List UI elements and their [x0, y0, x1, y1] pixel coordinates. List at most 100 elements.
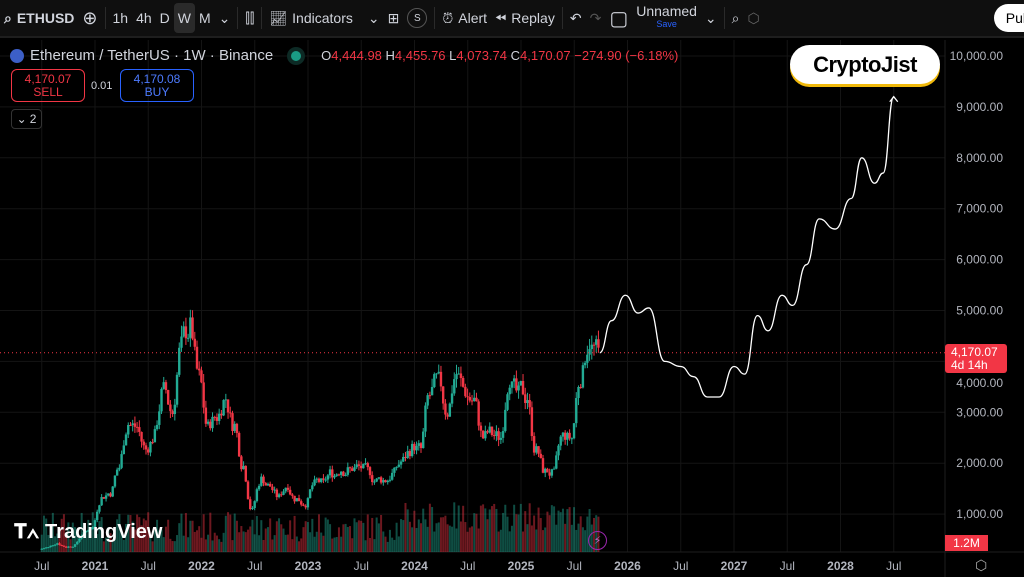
volume-bar	[42, 515, 45, 552]
candle-body	[315, 478, 318, 480]
chevron-down-icon[interactable]: ⌄	[704, 9, 717, 26]
candles-icon[interactable]: ⫿⫿	[245, 9, 255, 26]
candle-body	[335, 474, 338, 476]
timeframe-d[interactable]: D	[159, 10, 170, 26]
candle-body	[104, 495, 108, 499]
candle-body	[504, 409, 507, 432]
lightning-icon[interactable]: ⚡︎	[588, 531, 607, 550]
candle-body	[515, 378, 518, 391]
candle-body	[324, 479, 327, 481]
top-toolbar: ⌕ ETHUSD ⊕ 1h 4h D W M ⌄ ⫿⫿ 📈︎ Indicators ⌄…	[0, 0, 1024, 38]
save-link[interactable]: Save	[656, 19, 677, 29]
timeframe-4h[interactable]: 4h	[136, 10, 152, 26]
volume-bar	[386, 541, 389, 552]
volume-bar	[269, 518, 272, 552]
volume-bar	[473, 513, 476, 552]
candle-body	[570, 438, 574, 440]
volume-bar	[315, 531, 318, 552]
volume-bar	[550, 505, 553, 552]
volume-bar	[564, 523, 567, 552]
candle-body	[293, 495, 296, 502]
sell-button[interactable]: 4,170.07 SELL	[11, 69, 85, 102]
collapse-indicators-button[interactable]: ⌄ 2	[11, 109, 42, 129]
candle-body	[368, 467, 372, 476]
symbol-search[interactable]: ⌕ ETHUSD	[0, 3, 78, 33]
candle-body	[189, 317, 192, 338]
replay-button[interactable]: ⏪︎ Replay	[491, 3, 559, 33]
candle-body	[264, 483, 267, 486]
chevron-down-icon[interactable]: ⌄	[218, 9, 231, 26]
timeframe-w[interactable]: W	[173, 3, 195, 33]
candle-body	[402, 456, 405, 462]
candle-body	[322, 478, 325, 480]
quick-search-icon[interactable]: ⌕	[731, 9, 740, 26]
candle-body	[164, 382, 168, 391]
alert-button[interactable]: ⏰︎ Alert	[438, 3, 491, 33]
layouts-grid-icon[interactable]: ⊞	[387, 9, 400, 26]
candle-body	[217, 413, 221, 421]
chart-area[interactable]: 10,000.00 9,000.00 8,000.00 7,000.00 6,000.0…	[0, 40, 1024, 577]
buy-button[interactable]: 4,170.08 BUY	[120, 69, 194, 102]
fullscreen-square-icon[interactable]: ▢	[609, 7, 629, 30]
buy-price: 4,170.08	[133, 71, 181, 86]
volume-bar	[364, 540, 367, 552]
timeframe-m[interactable]: M	[199, 10, 211, 26]
x-tick-label: 2027	[721, 559, 748, 573]
volume-bar	[282, 528, 285, 552]
undo-icon[interactable]: ↶	[569, 9, 582, 26]
settings-hexagon-icon[interactable]: ⬡	[747, 9, 760, 26]
x-tick-label: Jul	[673, 559, 688, 573]
candle-body	[295, 498, 299, 502]
volume-bar	[49, 527, 52, 552]
timeframe-1h[interactable]: 1h	[112, 10, 129, 26]
layout-name: Unnamed	[636, 3, 697, 19]
price-chart[interactable]: 10,000.00 9,000.00 8,000.00 7,000.00 6,000.0…	[0, 40, 1024, 577]
candle-body	[552, 468, 556, 470]
indicators-button[interactable]: 📈︎ Indicators ⌄	[265, 3, 383, 33]
volume-bar	[482, 504, 485, 552]
candle-body	[93, 520, 97, 528]
volume-bar	[331, 538, 334, 552]
volume-bar	[60, 518, 63, 552]
volume-bar	[204, 539, 207, 552]
volume-bar	[588, 509, 591, 552]
candle-body	[82, 532, 86, 536]
volume-bar	[113, 538, 116, 552]
scripts-button[interactable]: S	[403, 3, 431, 33]
publish-button[interactable]: Pul	[993, 4, 1024, 32]
volume-bar	[293, 515, 296, 552]
candle-body	[144, 445, 148, 450]
candle-body	[297, 498, 301, 502]
redo-icon[interactable]: ↷	[589, 9, 602, 26]
volume-bar	[242, 531, 245, 552]
candle-body	[147, 449, 150, 453]
compare-button[interactable]: ⊕	[78, 3, 101, 33]
volume-bar	[244, 532, 247, 552]
volume-bar	[437, 522, 440, 552]
volume-bar	[209, 512, 212, 552]
candle-body	[222, 400, 225, 416]
candle-body	[395, 466, 398, 468]
volume-bar	[169, 538, 172, 552]
volume-bar	[475, 513, 478, 552]
candle-body	[111, 486, 114, 497]
volume-bar	[324, 517, 327, 552]
candle-body	[102, 497, 106, 499]
axis-settings-icon[interactable]: ⬡	[975, 557, 988, 573]
volume-bar	[111, 541, 114, 552]
volume-bar	[368, 537, 371, 552]
layout-name-button[interactable]: Unnamed Save	[632, 3, 701, 33]
volume-bar	[289, 520, 292, 552]
x-tick-label: 2028	[827, 559, 854, 573]
volume-bar	[251, 519, 254, 552]
candle-body	[568, 432, 571, 439]
candle-body	[273, 489, 276, 491]
candle-body	[575, 398, 578, 424]
candle-body	[524, 394, 527, 404]
candle-body	[237, 432, 241, 457]
volume-bar	[362, 522, 365, 552]
candle-body	[213, 416, 216, 418]
candle-body	[581, 365, 585, 388]
volume-bar	[286, 534, 289, 552]
volume-bar	[351, 538, 354, 552]
